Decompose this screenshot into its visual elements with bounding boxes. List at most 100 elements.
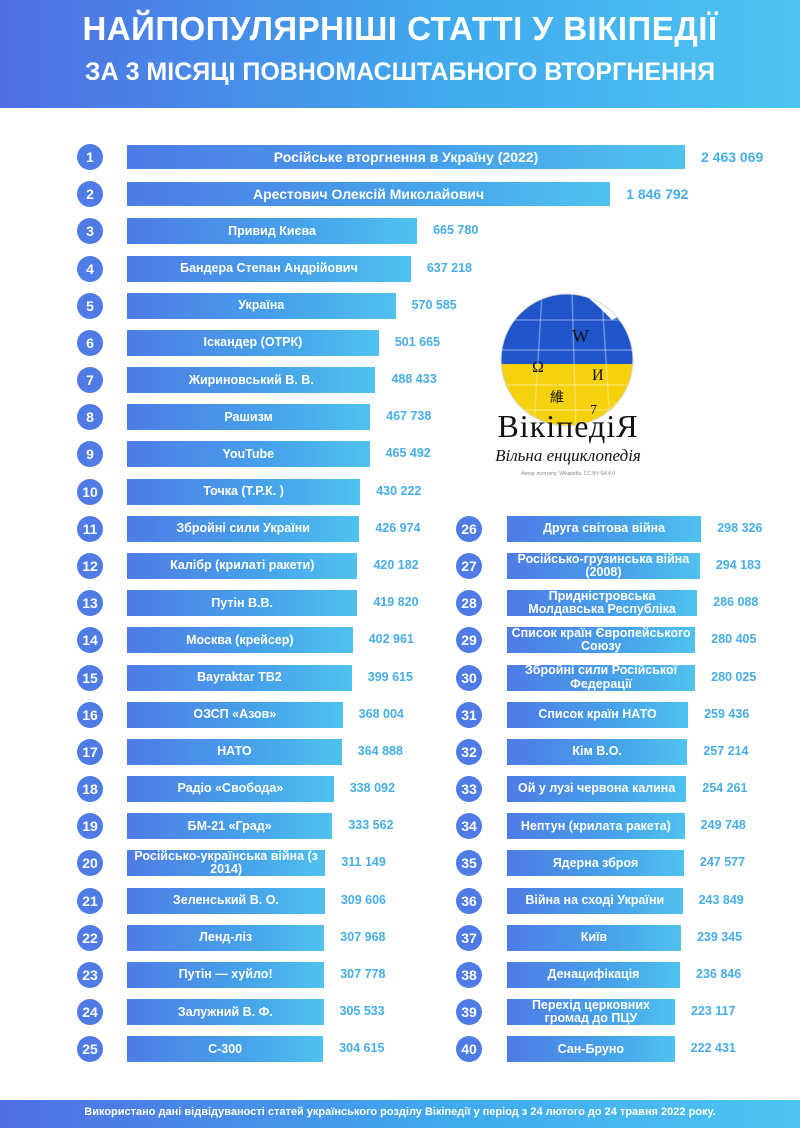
value-label: 430 222 xyxy=(376,483,422,498)
rank-number: 33 xyxy=(456,776,482,803)
rank-number: 26 xyxy=(456,515,482,542)
bar: Придністровська Молдавська Республіка xyxy=(507,589,698,617)
rank-number: 34 xyxy=(456,813,482,840)
bar: Ой у лузі червона калина xyxy=(507,776,687,803)
bar: Список країн Європейського Союзу xyxy=(507,627,696,654)
rank-number: 12 xyxy=(77,552,103,579)
page-title: НАЙПОПУЛЯРНІШІ СТАТТІ У ВІКІПЕДІЇ xyxy=(82,10,718,47)
value-label: 419 820 xyxy=(373,595,419,610)
value-label: 294 183 xyxy=(715,557,762,572)
rank-number: 2 xyxy=(77,181,103,208)
value-label: 501 665 xyxy=(394,334,440,349)
bar: Список країн НАТО xyxy=(507,701,689,728)
rank-number: 25 xyxy=(77,1036,103,1063)
bar: Точка (Т.Р.К. ) xyxy=(127,478,361,505)
rank-number: 28 xyxy=(456,590,482,617)
value-label: 426 974 xyxy=(375,520,421,535)
rank-number: 4 xyxy=(77,255,103,282)
value-label: 257 214 xyxy=(703,743,749,758)
rank-number: 21 xyxy=(77,887,103,914)
bar: Війна на сході України xyxy=(507,887,683,914)
bar: Путін — хуйло! xyxy=(127,961,325,988)
bar: Ленд-ліз xyxy=(127,924,325,951)
globe-blue-half xyxy=(501,294,633,364)
rank-number: 37 xyxy=(456,924,482,951)
rank-number: 40 xyxy=(456,1036,482,1063)
bar: Російсько-українська війна (з 2014) xyxy=(127,850,326,877)
value-label: 222 431 xyxy=(690,1041,736,1056)
bar: Бандера Степан Андрійович xyxy=(127,255,411,282)
bar: Bayraktar TB2 xyxy=(127,664,352,691)
value-label: 368 004 xyxy=(358,706,404,721)
rank-number: 24 xyxy=(77,999,103,1026)
rank-number: 6 xyxy=(77,329,103,356)
bar: Нептун (крилата ракета) xyxy=(507,813,685,840)
value-label: 249 748 xyxy=(700,818,746,833)
value-label: 309 606 xyxy=(340,892,387,907)
value-label: 1 846 792 xyxy=(626,186,689,203)
rank-number: 14 xyxy=(77,627,103,654)
bar: Друга світова війна xyxy=(507,515,702,542)
svg-text:維: 維 xyxy=(550,390,564,406)
rank-number: 9 xyxy=(77,441,103,468)
value-label: 364 888 xyxy=(357,743,403,758)
bar: БМ-21 «Град» xyxy=(127,813,333,840)
bar: YouTube xyxy=(127,441,370,468)
value-label: 247 577 xyxy=(699,855,746,870)
value-label: 570 585 xyxy=(411,297,457,312)
value-label: 465 492 xyxy=(385,446,431,461)
value-label: 304 615 xyxy=(339,1041,385,1056)
bar: Радіо «Свобода» xyxy=(127,776,334,803)
value-label: 637 218 xyxy=(426,260,472,275)
bar: Збройні сили Російської Федерації xyxy=(507,664,696,691)
value-label: 243 849 xyxy=(698,892,744,907)
wikipedia-globe-logo: W Ω И 維 7 xyxy=(500,293,634,427)
rank-number: 36 xyxy=(456,887,482,914)
bar: Кім В.О. xyxy=(507,738,688,765)
value-label: 2 463 069 xyxy=(701,149,764,165)
bar: Збройні сили України xyxy=(127,515,360,542)
rank-number: 17 xyxy=(77,738,103,765)
header-banner: НАЙПОПУЛЯРНІШІ СТАТТІ У ВІКІПЕДІЇ ЗА 3 М… xyxy=(0,0,800,108)
value-label: 254 261 xyxy=(702,781,748,796)
rank-number: 11 xyxy=(77,515,103,542)
value-label: 236 846 xyxy=(696,966,742,981)
rank-number: 19 xyxy=(77,813,103,840)
bar: Ядерна зброя xyxy=(507,850,684,877)
bar: ОЗСП «Азов» xyxy=(127,701,343,728)
rank-number: 27 xyxy=(456,552,482,579)
bar: Денацифікація xyxy=(507,961,681,988)
rank-number: 22 xyxy=(77,924,103,951)
rank-number: 15 xyxy=(77,664,103,691)
bar: Жириновський В. В. xyxy=(127,367,376,394)
value-label: 239 345 xyxy=(696,929,743,944)
rank-number: 31 xyxy=(456,701,482,728)
rank-number: 29 xyxy=(456,627,482,654)
bar: НАТО xyxy=(127,738,342,765)
bar: Іскандер (ОТРК) xyxy=(127,329,379,356)
rank-number: 23 xyxy=(77,961,103,988)
wikipedia-tagline: Вільна енциклопедія xyxy=(495,446,641,465)
logo-credit: Автор логотипу: Wikipedia, CC BY-SA 4.0 xyxy=(521,471,615,477)
bar: Арестович Олексій Миколайович xyxy=(127,182,611,207)
rank-number: 38 xyxy=(456,961,482,988)
bar: Київ xyxy=(507,924,681,951)
rank-number: 35 xyxy=(456,850,482,877)
bar: Перехід церковних громад до ПЦУ xyxy=(507,998,675,1026)
rank-number: 5 xyxy=(77,292,103,319)
page-subtitle: ЗА 3 МІСЯЦІ ПОВНОМАСШТАБНОГО ВТОРГНЕННЯ xyxy=(84,58,716,86)
value-label: 467 738 xyxy=(386,409,432,424)
bar: Калібр (крилаті ракети) xyxy=(127,552,358,579)
rank-number: 18 xyxy=(77,776,103,803)
value-label: 280 025 xyxy=(711,669,757,684)
rank-number: 7 xyxy=(77,367,103,394)
bar: Сан-Бруно xyxy=(507,1036,675,1063)
rank-number: 39 xyxy=(456,999,482,1026)
rank-number: 16 xyxy=(77,701,103,728)
bar: С-300 xyxy=(127,1036,324,1063)
rank-number: 30 xyxy=(456,664,482,691)
bar: Путін В.В. xyxy=(127,590,358,617)
value-label: 665 780 xyxy=(433,223,479,238)
value-label: 420 182 xyxy=(373,557,419,572)
value-label: 286 088 xyxy=(713,595,759,610)
